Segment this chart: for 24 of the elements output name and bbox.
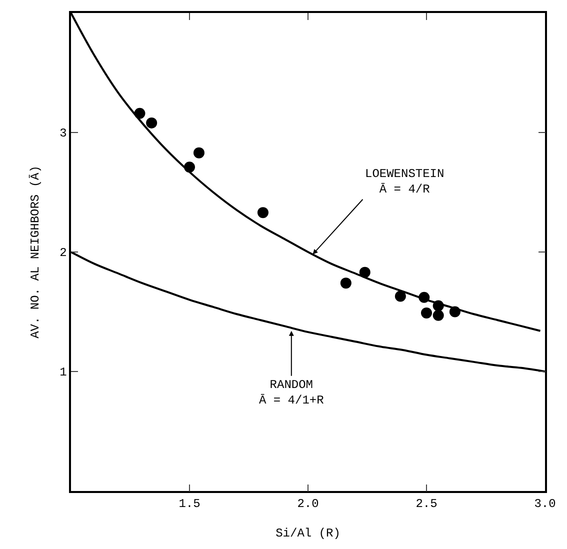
point bbox=[134, 108, 146, 119]
x-tick-label: 3.0 bbox=[534, 497, 556, 512]
y-tick-label: 1 bbox=[60, 366, 67, 380]
annotation: LOEWENSTEIN Ā = 4/R bbox=[365, 167, 444, 197]
point bbox=[184, 162, 195, 173]
point bbox=[418, 292, 430, 303]
x-tick-label: 1.5 bbox=[178, 497, 200, 512]
x-tick-label: 2.5 bbox=[416, 497, 438, 512]
annotation: RANDOM Ā = 4/1+R bbox=[259, 378, 324, 408]
point bbox=[421, 307, 432, 318]
point bbox=[359, 266, 370, 278]
x-axis-title: Si/Al (R) bbox=[276, 526, 340, 541]
y-tick-label: 2 bbox=[60, 246, 67, 260]
y-tick-label: 3 bbox=[60, 126, 67, 141]
point bbox=[432, 310, 444, 321]
point bbox=[193, 147, 204, 158]
point bbox=[394, 290, 406, 302]
point bbox=[257, 207, 268, 218]
y-axis-title: AV. NO. AL NEIGHBORS (Ā) bbox=[28, 166, 42, 338]
point bbox=[449, 306, 460, 318]
point bbox=[146, 117, 158, 128]
point bbox=[340, 278, 352, 289]
x-tick-label: 2.0 bbox=[297, 497, 319, 512]
point bbox=[432, 300, 444, 312]
